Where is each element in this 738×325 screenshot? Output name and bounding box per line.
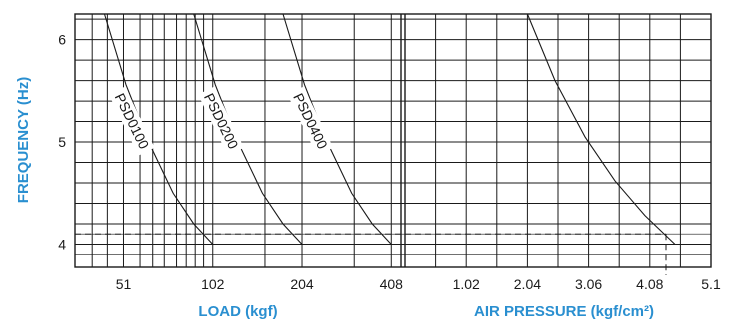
reference-lines [75,233,667,275]
x-tick-label-pressure: 5.1 [701,276,721,292]
y-axis-title: FREQUENCY (Hz) [15,77,32,203]
tick-labels: 4 5 6 51 102 204 408 1.02 2.04 3.06 4.08 5.1 [58,32,721,292]
grid-lines [74,13,712,268]
curve-label-bg [198,86,244,156]
x-tick-label-pressure: 4.08 [636,276,663,292]
x-tick-label-load: 204 [290,276,314,292]
curve-label-bg [287,86,334,156]
y-tick-label: 4 [58,236,66,252]
x-tick-label-pressure: 1.02 [453,276,480,292]
curve-air-pressure [526,13,676,245]
curve-label-bg [108,86,155,156]
x-tick-label-pressure: 2.04 [514,276,541,292]
x-tick-label-load: 51 [116,276,132,292]
curves: PSD0100 PSD0200 PSD0400 [103,13,676,245]
x-tick-label-load: 102 [201,276,225,292]
curve-psd0100 [103,13,214,245]
y-tick-label: 6 [58,32,66,48]
curve-psd0400 [282,13,392,245]
curve-psd0200 [193,13,303,245]
x-axis-title-air-pressure: AIR PRESSURE (kgf/cm²) [474,303,654,320]
x-tick-label-load: 408 [380,276,404,292]
y-tick-label: 5 [58,134,66,150]
x-axis-title-load: LOAD (kgf) [198,303,277,320]
x-tick-label-pressure: 3.06 [575,276,602,292]
plot-frame [74,13,712,268]
